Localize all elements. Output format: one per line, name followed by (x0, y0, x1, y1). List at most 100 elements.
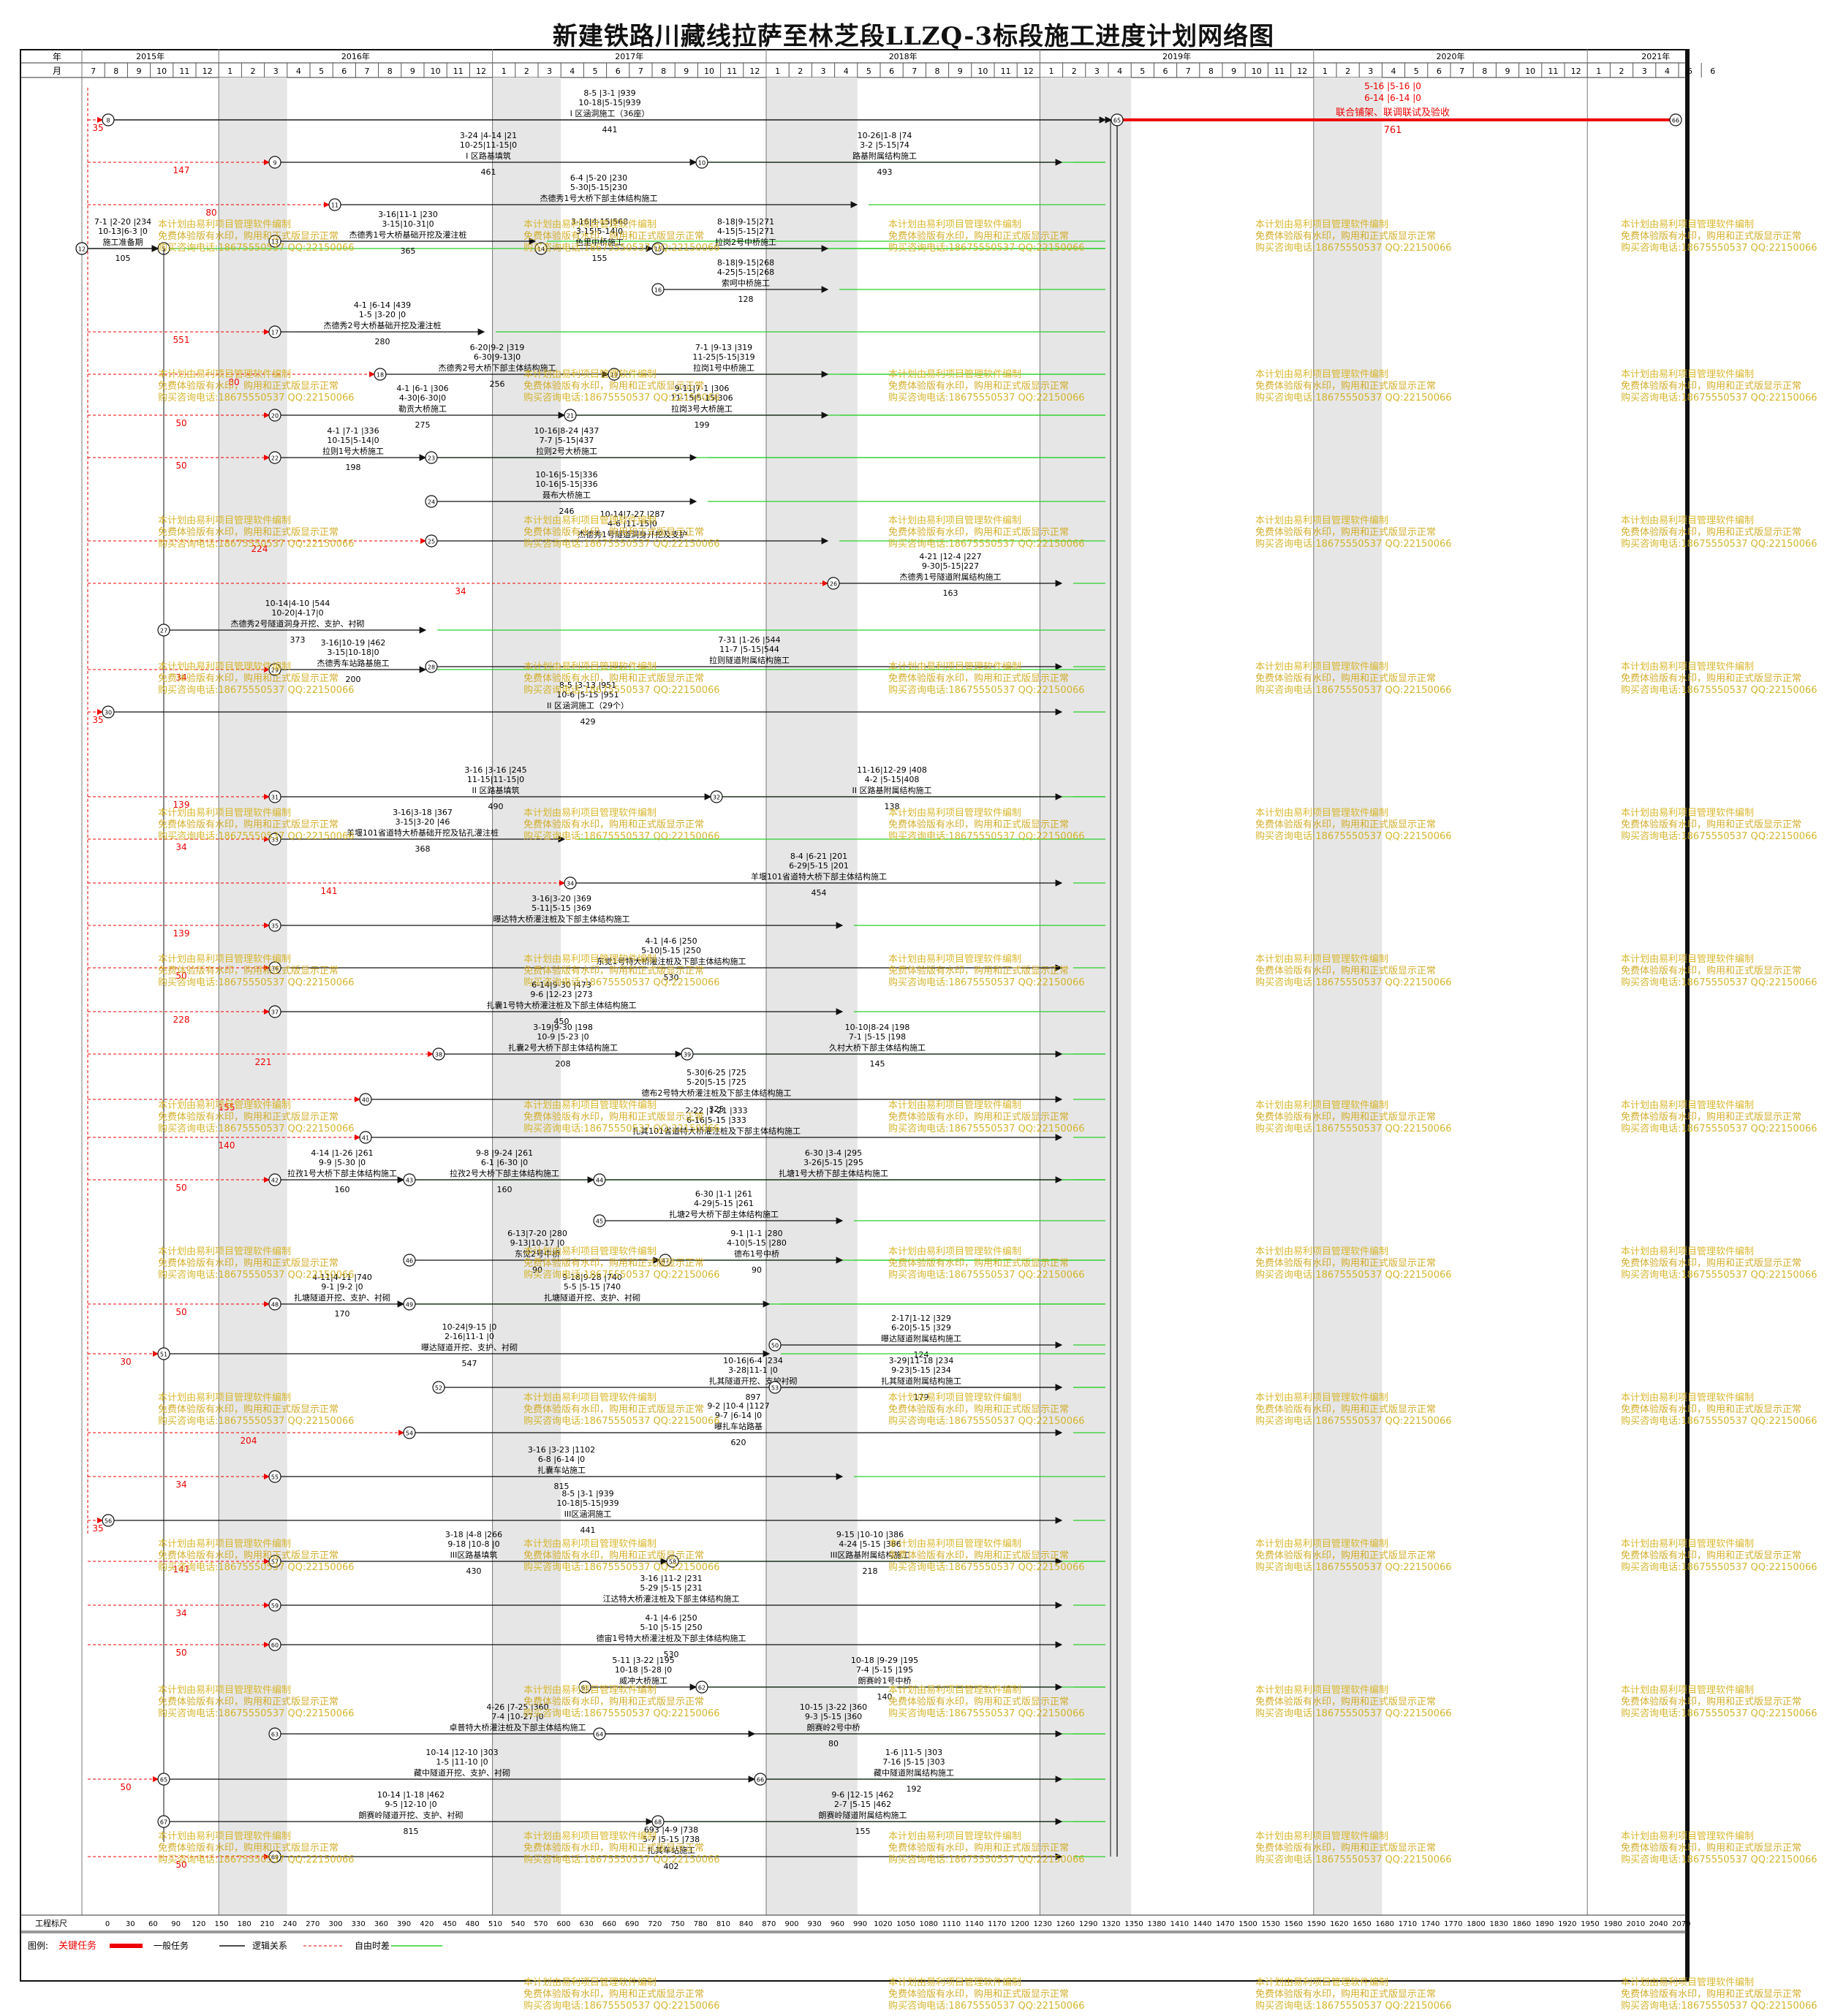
watermark-line3: 购买咨询电话:18675550537 QQ:22150066 (523, 243, 720, 254)
watermark-line1: 本计划由易利项目管理软件编制 (1255, 1100, 1389, 1111)
watermark-line3: 购买咨询电话:18675550537 QQ:22150066 (523, 1416, 720, 1427)
node-number: 16 (654, 287, 662, 294)
scale-tick: 390 (397, 1920, 411, 1928)
watermark-line2: 免费体验版有水印，购用和正式版显示正常 (523, 966, 705, 977)
task-start-node (268, 961, 281, 974)
scale-tick: 1020 (874, 1920, 892, 1928)
task-start-node (157, 1815, 170, 1828)
scale-tick: 1380 (1147, 1920, 1165, 1928)
node-number: 19 (610, 372, 618, 379)
watermark-line3: 购买咨询电话:18675550537 QQ:22150066 (158, 831, 355, 842)
task-dates-late: 4-6 |11-15|0 (608, 519, 657, 528)
node-number: 23 (428, 455, 435, 462)
task-start-node (102, 1514, 115, 1527)
task-start-node (651, 242, 665, 255)
task-dates-late: 6-1 |6-30 |0 (481, 1158, 528, 1167)
month-label: 10 (1252, 67, 1262, 76)
task-dates-late: 9-18 |10-8 |0 (447, 1539, 499, 1549)
task-name: 曝达隧道附属结构施工 (881, 1333, 961, 1344)
winter-band-3 (1040, 77, 1132, 1915)
watermark-line3: 购买咨询电话:18675550537 QQ:22150066 (1621, 243, 1817, 254)
task-start-node (593, 1214, 606, 1227)
watermark-line2: 免费体验版有水印，购用和正式版显示正常 (158, 527, 339, 538)
watermark-line2: 免费体验版有水印，购用和正式版显示正常 (158, 381, 339, 392)
watermark-line2: 免费体验版有水印，购用和正式版显示正常 (158, 819, 339, 830)
watermark-line1: 本计划由易利项目管理软件编制 (523, 808, 657, 819)
task-start-node (425, 451, 438, 464)
task-duration: 368 (415, 844, 431, 854)
watermark-line2: 免费体验版有水印，购用和正式版显示正常 (1621, 1404, 1802, 1415)
task-dates-late: 5-5 |5-15 |740 (564, 1282, 621, 1292)
task-dates: 8-5 |3-1 |939 (561, 1489, 613, 1498)
watermark-line1: 本计划由易利项目管理软件编制 (523, 1685, 657, 1696)
scale-tick: 330 (352, 1920, 366, 1928)
watermark-line1: 本计划由易利项目管理软件编制 (888, 515, 1022, 526)
task-name: III区路基填筑 (450, 1550, 498, 1560)
watermark-line1: 本计划由易利项目管理软件编制 (1255, 1977, 1389, 1988)
watermark-line2: 免费体验版有水印，购用和正式版显示正常 (1621, 1843, 1802, 1854)
month-label: 12 (476, 67, 486, 76)
node-number: 25 (428, 539, 435, 545)
scale-tick: 1110 (942, 1920, 961, 1928)
float-value: 34 (175, 1608, 186, 1618)
watermark-line3: 购买咨询电话:18675550537 QQ:22150066 (1621, 1708, 1817, 1719)
task-dates-late: 6-20|5-15 |329 (891, 1323, 951, 1333)
month-label: 8 (1482, 67, 1487, 76)
float-value: 141 (173, 1564, 190, 1574)
task-name: II 区路基附属结构施工 (852, 785, 932, 795)
watermark-block: 本计划由易利项目管理软件编制 免费体验版有水印，购用和正式版显示正常 购买咨询电话:… (1255, 219, 1452, 254)
watermark-line2: 免费体验版有水印，购用和正式版显示正常 (158, 1550, 339, 1561)
watermark-block: 本计划由易利项目管理软件编制 免费体验版有水印，购用和正式版显示正常 购买咨询电话:… (158, 1246, 355, 1281)
scale-tick: 1530 (1261, 1920, 1279, 1928)
task-start-node (268, 156, 281, 169)
scale-tick: 810 (716, 1920, 730, 1928)
task-name: 曝达隧道开挖、支护、衬砌 (421, 1342, 518, 1352)
month-label: 8 (935, 67, 940, 76)
task-dates: 3-18 |4-8 |266 (445, 1530, 502, 1539)
watermark-line2: 免费体验版有水印，购用和正式版显示正常 (158, 673, 339, 684)
task-dates-late: 9-13|10-17 |0 (510, 1238, 565, 1248)
task-start-node (268, 663, 281, 676)
task-dates-late: 4-24 |5-15 |386 (839, 1539, 901, 1549)
watermark-block: 本计划由易利项目管理软件编制 免费体验版有水印，购用和正式版显示正常 购买咨询电话:… (888, 219, 1085, 254)
node-number: 35 (271, 923, 279, 930)
task-name: 杰德秀2号大桥下部主体结构施工 (439, 363, 556, 373)
watermark-line2: 免费体验版有水印，购用和正式版显示正常 (1621, 819, 1802, 830)
watermark-block: 本计划由易利项目管理软件编制 免费体验版有水印，购用和正式版显示正常 购买咨询电话:… (888, 369, 1085, 404)
month-label: 10 (1525, 67, 1535, 76)
watermark-line3: 购买咨询电话:18675550537 QQ:22150066 (158, 243, 355, 254)
scale-tick: 1140 (965, 1920, 983, 1928)
task-name: 拉岗1号中桥施工 (693, 363, 754, 373)
watermark-line3: 购买咨询电话:18675550537 QQ:22150066 (158, 977, 355, 988)
task-dates: 11-16|12-29 |408 (857, 765, 927, 775)
scale-tick: 1470 (1216, 1920, 1234, 1928)
watermark-line1: 本计划由易利项目管理软件编制 (1255, 808, 1389, 819)
task-duration: 897 (746, 1392, 761, 1402)
watermark-line3: 购买咨询电话:18675550537 QQ:22150066 (158, 1562, 355, 1573)
node-number: 15 (654, 246, 662, 253)
task-name: II 区涵洞施工（29个） (547, 700, 629, 710)
node-number: 68 (654, 1819, 662, 1826)
month-label: 2 (251, 67, 256, 76)
task-dates: 10-15 |3-22 |360 (800, 1702, 867, 1712)
scale-tick: 0 (105, 1920, 110, 1928)
watermark-line1: 本计划由易利项目管理软件编制 (1255, 369, 1389, 380)
scale-tick: 1560 (1285, 1920, 1303, 1928)
month-label: 12 (749, 67, 760, 76)
watermark-block: 本计划由易利项目管理软件编制 免费体验版有水印，购用和正式版显示正常 购买咨询电话:… (1255, 515, 1452, 550)
task-dates-late: 11-15|11-15|0 (467, 775, 524, 784)
watermark-line2: 免费体验版有水印，购用和正式版显示正常 (888, 1843, 1070, 1854)
month-label: 10 (156, 67, 167, 76)
task-dates-late: 9-23|5-15 |234 (891, 1365, 951, 1375)
task-dates-late: 11-7 |5-15|544 (719, 645, 779, 654)
task-duration: 530 (664, 973, 679, 982)
watermark-line1: 本计划由易利项目管理软件编制 (1621, 954, 1755, 965)
task-duration: 160 (497, 1185, 512, 1194)
task-dates: 10-26|1-8 |74 (858, 131, 912, 140)
watermark-line2: 免费体验版有水印，购用和正式版显示正常 (888, 1404, 1070, 1415)
scale-tick: 60 (148, 1920, 158, 1928)
month-label: 12 (1571, 67, 1581, 76)
watermark-line2: 免费体验版有水印，购用和正式版显示正常 (523, 1843, 705, 1854)
watermark-line3: 购买咨询电话:18675550537 QQ:22150066 (523, 2001, 720, 2012)
